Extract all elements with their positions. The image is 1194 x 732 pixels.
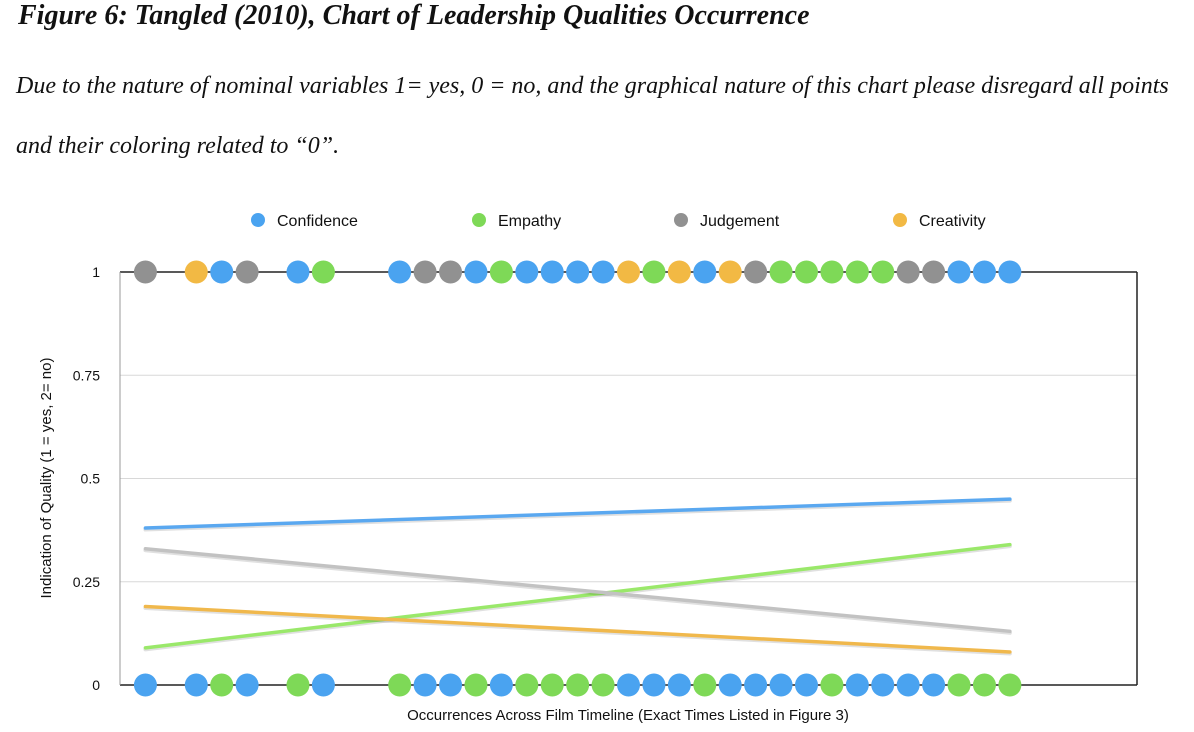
confidence-point-yes xyxy=(947,260,971,284)
judgement-trendline xyxy=(143,546,1012,634)
empathy-point-yes xyxy=(871,260,895,284)
y-tick-labels: 0 0.25 0.5 0.75 1 xyxy=(73,264,100,693)
empathy-point-no xyxy=(591,673,615,697)
confidence-legend-marker xyxy=(251,213,265,227)
confidence-point-no xyxy=(718,673,742,697)
confidence-point-no xyxy=(871,673,895,697)
empathy-point-no xyxy=(693,673,717,697)
confidence-legend-label: Confidence xyxy=(277,213,358,230)
figure-caption: Due to the nature of nominal variables 1… xyxy=(16,73,1169,159)
empathy-legend-marker xyxy=(472,213,486,227)
empathy-point-no xyxy=(998,673,1022,697)
empathy-trendline xyxy=(143,542,1012,650)
confidence-point-no xyxy=(922,673,946,697)
confidence-point-yes xyxy=(210,260,234,284)
confidence-point-yes xyxy=(515,260,539,284)
empathy-point-yes xyxy=(642,260,666,284)
y-tick-label: 1 xyxy=(92,264,100,280)
legend: Confidence Empathy Judgement Creativity xyxy=(251,213,986,230)
empathy-point-no xyxy=(286,673,310,697)
confidence-point-yes xyxy=(693,260,717,284)
confidence-point-no xyxy=(489,673,513,697)
empathy-point-yes xyxy=(820,260,844,284)
confidence-point-yes xyxy=(286,260,310,284)
confidence-trendline xyxy=(143,497,1012,530)
judgement-legend-label: Judgement xyxy=(700,213,780,230)
judgement-point-yes xyxy=(133,260,157,284)
creativity-point-yes xyxy=(184,260,208,284)
confidence-point-no xyxy=(311,673,335,697)
judgement-point-yes xyxy=(922,260,946,284)
data-points xyxy=(133,260,1022,697)
judgement-point-yes xyxy=(744,260,768,284)
judgement-legend-marker xyxy=(674,213,688,227)
empathy-point-yes xyxy=(311,260,335,284)
trend-lines xyxy=(143,497,1012,656)
empathy-point-yes xyxy=(769,260,793,284)
empathy-point-yes xyxy=(845,260,869,284)
confidence-point-no xyxy=(896,673,920,697)
empathy-point-no xyxy=(464,673,488,697)
empathy-point-no xyxy=(972,673,996,697)
judgement-point-yes xyxy=(413,260,437,284)
confidence-point-no xyxy=(744,673,768,697)
creativity-trendline xyxy=(143,604,1012,654)
confidence-point-no xyxy=(667,673,691,697)
confidence-point-no xyxy=(235,673,259,697)
creativity-point-yes xyxy=(617,260,640,284)
confidence-point-no xyxy=(642,673,666,697)
confidence-point-yes xyxy=(591,260,615,284)
empathy-point-no xyxy=(388,673,412,697)
confidence-point-no xyxy=(184,673,208,697)
confidence-point-no xyxy=(617,673,640,697)
confidence-point-yes xyxy=(566,260,590,284)
y-tick-label: 0.5 xyxy=(81,471,101,487)
creativity-legend-marker xyxy=(893,213,907,227)
judgement-point-yes xyxy=(235,260,259,284)
confidence-point-yes xyxy=(998,260,1022,284)
creativity-point-yes xyxy=(718,260,742,284)
creativity-point-yes xyxy=(667,260,691,284)
confidence-point-no xyxy=(769,673,793,697)
empathy-point-no xyxy=(566,673,590,697)
confidence-point-no xyxy=(794,673,818,697)
confidence-point-no xyxy=(845,673,869,697)
y-tick-label: 0 xyxy=(92,677,100,693)
confidence-point-yes xyxy=(972,260,996,284)
empathy-point-no xyxy=(210,673,234,697)
judgement-point-yes xyxy=(439,260,463,284)
creativity-legend-label: Creativity xyxy=(919,213,986,230)
empathy-point-no xyxy=(540,673,564,697)
empathy-point-no xyxy=(947,673,971,697)
y-tick-label: 0.75 xyxy=(73,367,100,383)
confidence-point-yes xyxy=(540,260,564,284)
confidence-point-no xyxy=(439,673,463,697)
empathy-point-no xyxy=(515,673,539,697)
y-axis-label: Indication of Quality (1 = yes, 2= no) xyxy=(38,358,55,599)
gridlines xyxy=(120,374,1137,583)
confidence-point-no xyxy=(413,673,437,697)
confidence-point-yes xyxy=(464,260,488,284)
empathy-legend-label: Empathy xyxy=(498,213,561,230)
y-tick-label: 0.25 xyxy=(73,574,100,590)
empathy-point-yes xyxy=(794,260,818,284)
empathy-point-yes xyxy=(489,260,513,284)
figure-title: Figure 6: Tangled (2010), Chart of Leade… xyxy=(18,0,810,31)
empathy-point-no xyxy=(820,673,844,697)
confidence-point-no xyxy=(133,673,157,697)
judgement-point-yes xyxy=(896,260,920,284)
x-axis-label: Occurrences Across Film Timeline (Exact … xyxy=(407,707,849,724)
confidence-point-yes xyxy=(388,260,412,284)
